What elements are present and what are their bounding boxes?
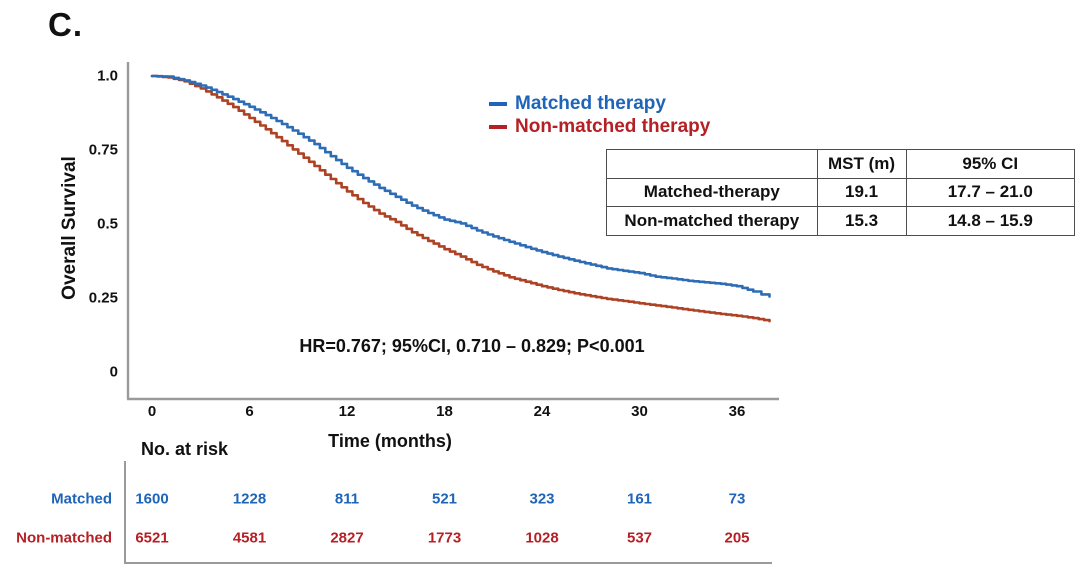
risk-row-label: Non-matched (16, 529, 112, 547)
x-tick-label: 6 (245, 403, 254, 420)
stats-table-cell: MST (m) (816, 149, 907, 179)
hazard-ratio-annotation: HR=0.767; 95%CI, 0.710 – 0.829; P<0.001 (299, 336, 645, 356)
legend-label: Non-matched therapy (515, 116, 711, 137)
stats-table-cell: Non-matched therapy (606, 206, 818, 236)
risk-value: 4581 (232, 529, 267, 547)
y-tick-label: 0.25 (88, 289, 118, 307)
legend-item: Non-matched therapy (489, 116, 710, 137)
y-tick-label: 0.5 (97, 215, 118, 233)
risk-value: 1773 (427, 529, 462, 547)
risk-value: 161 (626, 490, 653, 508)
legend-dash-icon (489, 101, 507, 106)
legend-label: Matched therapy (515, 93, 666, 114)
y-tick-label: 1.0 (97, 67, 118, 85)
risk-value: 1028 (525, 529, 559, 547)
stats-table-cell: 14.8 – 15.9 (905, 206, 1075, 236)
x-tick-label: 30 (631, 403, 648, 420)
stats-table-cell: Matched-therapy (606, 177, 818, 207)
risk-value: 6521 (135, 529, 169, 547)
legend-dash-icon (489, 124, 507, 129)
stats-table-cell: 15.3 (816, 206, 907, 236)
risk-value: 205 (724, 529, 750, 547)
risk-value: 811 (334, 490, 360, 508)
x-tick-label: 0 (147, 403, 157, 420)
risk-value: 521 (431, 490, 458, 508)
x-tick-label: 18 (436, 403, 453, 420)
risk-value: 73 (728, 490, 746, 508)
x-tick-label: 36 (728, 403, 746, 420)
risk-table-horizontal-line (124, 562, 772, 564)
stats-table-header-row: MST (m) 95% CI (606, 149, 1075, 179)
risk-value: 537 (626, 529, 653, 547)
stats-table-cell (606, 149, 818, 179)
risk-value: 1600 (135, 490, 169, 508)
y-tick-label: 0 (109, 363, 118, 381)
legend-item: Matched therapy (489, 93, 710, 114)
risk-value: 323 (529, 490, 555, 508)
y-tick-label: 0.75 (88, 141, 118, 159)
risk-value: 2827 (330, 529, 364, 547)
stats-table-cell: 95% CI (905, 149, 1075, 179)
legend: Matched therapy Non-matched therapy (489, 93, 710, 137)
risk-table-vertical-line (124, 461, 126, 564)
stats-table-row: Non-matched therapy 15.3 14.8 – 15.9 (606, 206, 1075, 236)
risk-row-label: Matched (51, 490, 112, 508)
stats-table-cell: 19.1 (816, 177, 907, 207)
stats-table-cell: 17.7 – 21.0 (905, 177, 1075, 207)
mst-ci-table: MST (m) 95% CI Matched-therapy 19.1 17.7 – 2… (606, 149, 1075, 236)
x-axis-title: Time (months) (328, 431, 452, 451)
panel-label: C. (48, 6, 83, 43)
stats-table-row: Matched-therapy 19.1 17.7 – 21.0 (606, 177, 1075, 207)
x-tick-label: 24 (533, 403, 551, 420)
no-at-risk-title: No. at risk (141, 439, 229, 459)
x-tick-label: 12 (338, 403, 356, 420)
risk-value: 1228 (232, 490, 267, 508)
